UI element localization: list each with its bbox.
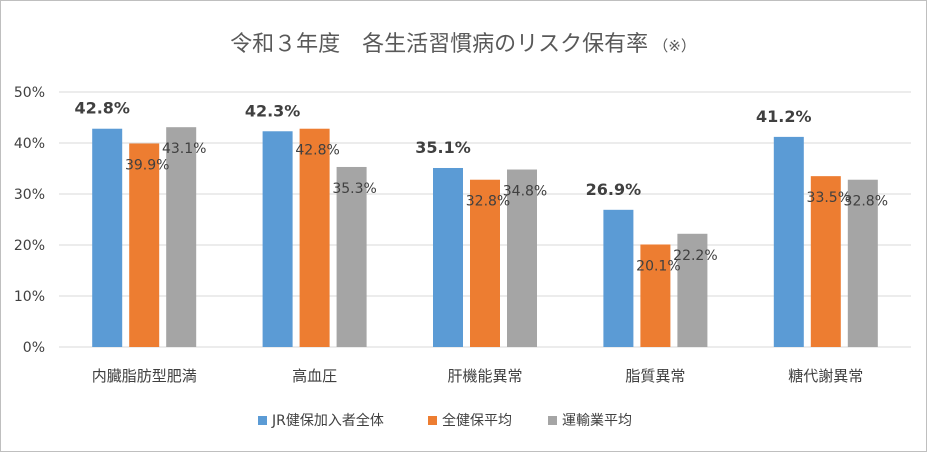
y-tick-label: 50% <box>14 85 45 101</box>
bar <box>262 131 293 347</box>
legend-swatch <box>428 416 437 425</box>
category-label: 肝機能異常 <box>447 367 522 385</box>
y-tick-label: 40% <box>14 136 45 152</box>
legend-label: JR健保加入者全体 <box>271 412 384 429</box>
bar <box>433 167 463 347</box>
bar <box>129 143 160 347</box>
bar <box>640 244 671 347</box>
data-label: 42.8% <box>295 143 339 159</box>
legend-label: 運輸業平均 <box>562 413 632 429</box>
bars <box>92 127 878 347</box>
data-label: 41.2% <box>756 107 812 126</box>
data-labels: 42.8% 39.9%43.1% 42.3% 42.8% 35.3% 35.1% 32.8%… <box>74 99 888 275</box>
category-label: 高血圧 <box>292 367 337 385</box>
data-label: 32.8% <box>466 194 510 210</box>
chart-title-note: （※） <box>653 37 696 55</box>
y-axis-tick-labels: 0% 10% 20% 30% 40% 50% <box>14 85 45 356</box>
bar <box>92 128 123 347</box>
data-label: 22.2% <box>673 248 717 264</box>
bar <box>507 169 537 347</box>
bar <box>603 209 634 347</box>
bar <box>677 233 708 347</box>
y-tick-label: 0% <box>23 340 45 356</box>
data-label: 39.9% <box>125 158 169 174</box>
chart-title: 令和３年度 各生活習慣病のリスク保有率 （※） <box>230 32 696 57</box>
category-label: 脂質異常 <box>625 367 685 385</box>
data-label: 42.8% <box>74 99 130 118</box>
legend: JR健保加入者全体 全健保平均 運輸業平均 <box>258 412 632 429</box>
bar <box>810 176 841 347</box>
bar <box>847 179 878 347</box>
data-label: 26.9% <box>586 180 642 199</box>
data-label: 34.8% <box>503 184 547 200</box>
legend-swatch <box>258 416 267 425</box>
y-tick-label: 20% <box>14 238 45 254</box>
bar <box>470 179 500 347</box>
category-label: 糖代謝異常 <box>788 367 863 385</box>
category-label: 内臓脂肪型肥満 <box>92 367 197 385</box>
data-label: 35.1% <box>415 138 471 157</box>
data-label: 20.1% <box>636 258 680 274</box>
bar <box>336 166 367 347</box>
data-label: 35.3% <box>332 181 376 197</box>
bar <box>299 128 330 347</box>
bar <box>166 127 197 347</box>
bar <box>773 136 804 347</box>
data-label: 33.5% <box>807 190 851 206</box>
legend-label: 全健保平均 <box>442 412 512 429</box>
data-label: 32.8% <box>844 194 888 210</box>
data-label: 43.1% <box>162 141 206 157</box>
y-tick-label: 30% <box>14 187 45 203</box>
legend-swatch <box>548 416 557 425</box>
category-labels: 内臓脂肪型肥満 高血圧 肝機能異常 脂質異常 糖代謝異常 <box>92 367 864 385</box>
y-tick-label: 10% <box>14 289 45 305</box>
chart-title-main: 令和３年度 各生活習慣病のリスク保有率 <box>230 32 648 57</box>
data-label: 42.3% <box>245 101 301 120</box>
